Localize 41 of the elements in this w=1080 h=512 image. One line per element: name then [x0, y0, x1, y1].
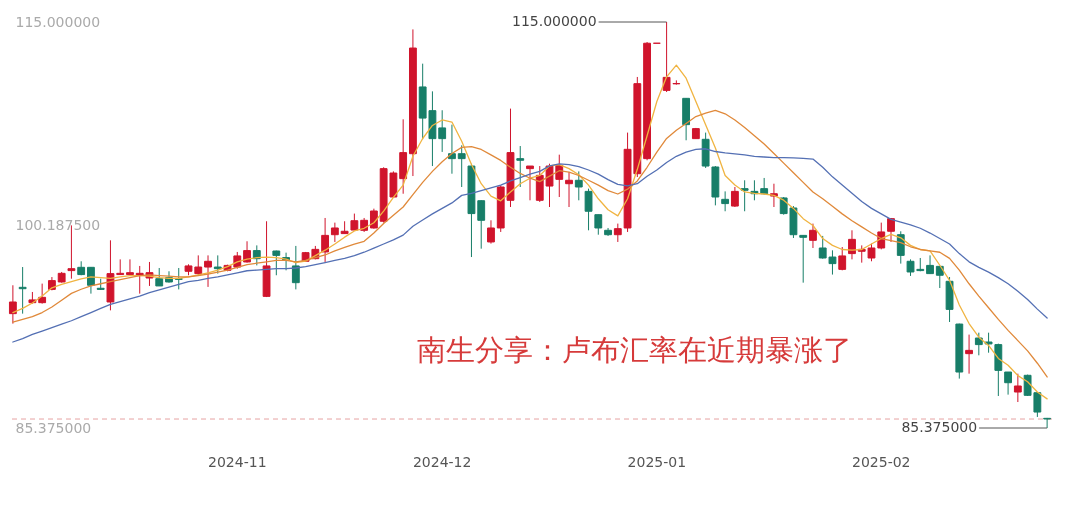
- candlestick: [448, 124, 456, 175]
- candlestick: [613, 223, 622, 243]
- candlestick: [38, 283, 47, 305]
- candlestick: [974, 332, 983, 356]
- candlestick: [291, 245, 300, 290]
- x-tick-label: 2025-01: [627, 453, 687, 470]
- candlestick: [213, 254, 222, 275]
- candlestick: [1013, 373, 1022, 403]
- candlestick: [574, 170, 583, 201]
- candlestick: [87, 266, 95, 295]
- candlestick: [516, 145, 525, 188]
- candlestick: [809, 223, 817, 249]
- candlestick: [457, 144, 466, 188]
- annotation: 85.375000: [901, 419, 978, 435]
- annotation: 南生分享：卢布汇率在近期暴涨了: [416, 332, 852, 367]
- candlestick: [594, 214, 603, 236]
- x-tick-label: 2024-11: [208, 453, 267, 470]
- x-tick-label: 2025-02: [852, 453, 911, 470]
- candlestick: [272, 250, 281, 276]
- y-tick-label: 100.187500: [15, 216, 101, 233]
- x-tick-label: 2024-12: [412, 453, 472, 470]
- candlestick: [526, 165, 534, 201]
- line-series: [12, 109, 1048, 378]
- candlestick: [321, 217, 330, 263]
- candlestick: [1043, 417, 1052, 429]
- candlestick: [1004, 371, 1013, 396]
- annotation: 115.000000: [511, 13, 597, 29]
- candlestick: [965, 334, 973, 375]
- candlestick: [799, 234, 808, 284]
- candlestick: [330, 222, 339, 243]
- candlestick: [204, 254, 212, 288]
- candlestick: [740, 179, 749, 212]
- candlestick: [438, 109, 447, 153]
- y-tick-label: 115.000000: [15, 13, 101, 30]
- candlestick: [721, 190, 730, 212]
- candlestick: [126, 258, 134, 276]
- candlestick: [8, 284, 17, 325]
- candlestick: [565, 171, 573, 208]
- candlestick: [584, 188, 593, 231]
- y-tick-label: 85.375000: [15, 419, 92, 436]
- candlestick: [487, 219, 495, 245]
